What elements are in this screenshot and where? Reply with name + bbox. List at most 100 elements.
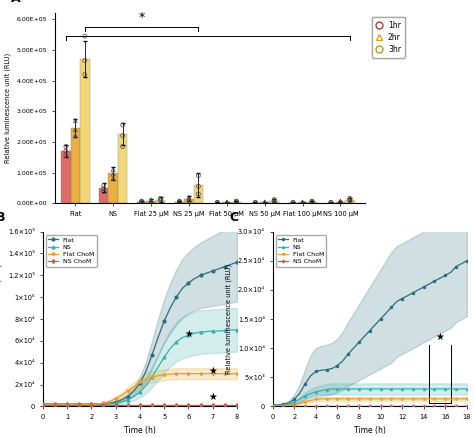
Flat ChoM <box>378 396 383 402</box>
Flat <box>137 381 143 386</box>
Point <box>213 199 221 206</box>
NS ChoM <box>167 403 173 408</box>
Flat <box>453 264 459 269</box>
NS ChoM <box>281 403 286 409</box>
Point <box>119 143 127 150</box>
Flat <box>351 346 356 351</box>
Point <box>62 152 70 159</box>
Point <box>289 199 297 206</box>
NS <box>167 346 173 351</box>
Flat ChoM <box>453 396 459 402</box>
Point <box>261 198 268 205</box>
Flat ChoM <box>318 396 324 402</box>
NS ChoM <box>143 403 149 408</box>
NS ChoM <box>155 403 161 408</box>
Bar <box>194 185 203 203</box>
Point <box>157 197 164 204</box>
NS ChoM <box>292 403 297 409</box>
NS <box>405 386 410 392</box>
Point <box>100 182 108 189</box>
Flat <box>378 316 383 322</box>
Flat ChoM <box>52 402 58 407</box>
Flat ChoM <box>222 371 228 376</box>
Flat <box>88 402 94 407</box>
Point <box>213 199 221 206</box>
Flat <box>399 296 405 301</box>
NS ChoM <box>448 403 454 409</box>
Flat ChoM <box>198 371 203 376</box>
Flat ChoM <box>432 396 438 402</box>
NS ChoM <box>286 403 292 409</box>
Flat <box>329 366 335 371</box>
NS <box>383 386 389 392</box>
Flat ChoM <box>399 396 405 402</box>
Point <box>299 199 306 206</box>
Flat <box>275 402 281 408</box>
Flat <box>415 287 421 292</box>
NS ChoM <box>302 403 308 409</box>
Flat ChoM <box>137 380 143 385</box>
Flat <box>52 402 58 407</box>
Y-axis label: Relative luminescence unit (RLU): Relative luminescence unit (RLU) <box>226 264 232 374</box>
Flat <box>292 397 297 402</box>
Point <box>223 199 230 206</box>
Flat ChoM <box>180 371 185 376</box>
NS <box>228 327 234 333</box>
Point <box>100 185 108 192</box>
Point <box>81 33 89 40</box>
Bar <box>118 134 128 203</box>
NS ChoM <box>383 403 389 409</box>
Line: NS ChoM: NS ChoM <box>272 405 468 407</box>
Bar <box>269 201 279 203</box>
NS ChoM <box>70 403 76 408</box>
Point <box>270 198 278 205</box>
NS ChoM <box>82 403 88 408</box>
Bar <box>175 201 184 203</box>
NS ChoM <box>340 403 346 409</box>
Flat <box>131 388 137 394</box>
Flat <box>421 284 427 290</box>
Flat <box>107 400 112 406</box>
NS <box>100 401 106 406</box>
Bar <box>260 202 269 203</box>
NS <box>340 386 346 392</box>
NS ChoM <box>335 403 340 409</box>
NS ChoM <box>131 403 137 408</box>
Point <box>308 198 316 205</box>
NS <box>437 386 443 392</box>
Flat <box>113 399 118 405</box>
Flat ChoM <box>448 396 454 402</box>
Flat <box>383 311 389 316</box>
Flat ChoM <box>281 403 286 408</box>
Text: A: A <box>11 0 21 5</box>
Flat <box>191 276 197 281</box>
NS ChoM <box>372 403 378 409</box>
Flat <box>94 401 100 406</box>
Flat ChoM <box>292 402 297 407</box>
Flat <box>448 270 454 275</box>
Bar <box>222 202 231 203</box>
NS ChoM <box>125 403 130 408</box>
NS ChoM <box>442 403 448 409</box>
NS <box>198 329 203 335</box>
NS <box>161 355 167 360</box>
Point <box>337 198 344 205</box>
Flat <box>82 402 88 407</box>
NS ChoM <box>437 403 443 409</box>
NS ChoM <box>137 403 143 408</box>
Flat <box>40 402 46 407</box>
Point <box>138 198 146 205</box>
NS <box>362 386 367 392</box>
Point <box>270 197 278 204</box>
NS ChoM <box>345 403 351 409</box>
NS <box>125 397 130 402</box>
Flat <box>58 402 64 407</box>
NS ChoM <box>216 403 222 408</box>
Flat ChoM <box>149 374 155 379</box>
Flat ChoM <box>297 401 302 406</box>
Bar <box>146 201 156 203</box>
Flat ChoM <box>107 399 112 404</box>
Point <box>185 195 193 202</box>
Point <box>176 199 183 206</box>
Flat <box>459 261 465 266</box>
